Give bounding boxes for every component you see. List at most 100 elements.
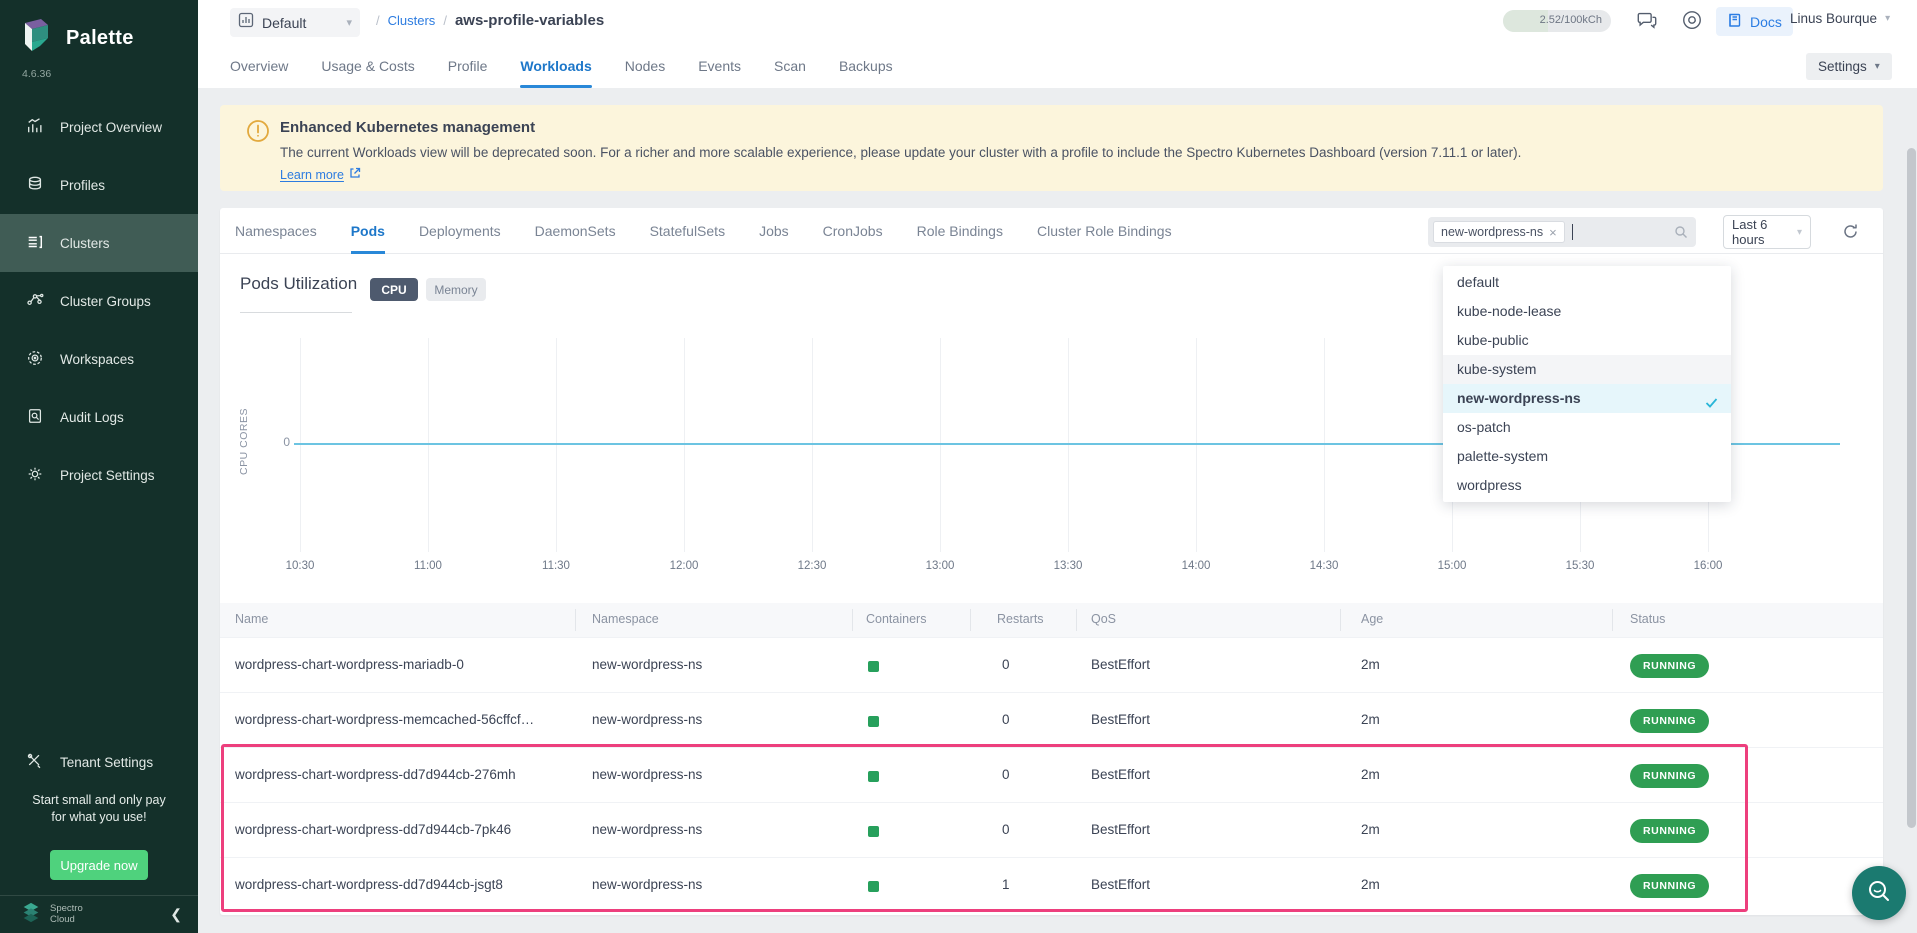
x-tick-label: 13:30	[1054, 560, 1083, 572]
sidebar-bottom-nav: Tenant Settings	[0, 733, 198, 791]
breadcrumb-link-clusters[interactable]: Clusters	[388, 13, 436, 28]
container-ok-icon	[868, 881, 879, 892]
tab-backups[interactable]: Backups	[839, 44, 893, 88]
namespace-option-kube-system[interactable]: kube-system	[1443, 355, 1731, 384]
user-name: Linus Bourque	[1790, 11, 1877, 26]
pod-name: wordpress-chart-wordpress-dd7d944cb-jsgt…	[235, 877, 503, 892]
table-row-pod-5[interactable]: wordpress-chart-wordpress-dd7d944cb-jsgt…	[220, 857, 1883, 912]
assistant-icon[interactable]	[1681, 9, 1705, 33]
column-separator	[970, 609, 971, 631]
namespace-option-default[interactable]: default	[1443, 268, 1731, 297]
learn-more-link[interactable]: Learn more	[280, 167, 361, 182]
status-badge: RUNNING	[1630, 819, 1709, 843]
pods-table-header: Name Namespace Containers Restarts QoS A…	[220, 603, 1883, 637]
tab-events[interactable]: Events	[698, 44, 741, 88]
cpu-toggle-button[interactable]: CPU	[370, 278, 418, 301]
gridline	[428, 338, 429, 552]
chart-y-tick-0: 0	[256, 435, 290, 449]
pod-age: 2m	[1361, 712, 1380, 727]
sidebar-item-project-overview[interactable]: Project Overview	[0, 98, 198, 156]
pod-restarts: 0	[1002, 767, 1010, 782]
subtab-role-bindings[interactable]: Role Bindings	[917, 208, 1003, 254]
sidebar-item-clusters[interactable]: Clusters	[0, 214, 198, 272]
breadcrumb: / Clusters / aws-profile-variables	[376, 12, 604, 29]
docs-button[interactable]: Docs	[1716, 7, 1793, 36]
chevron-down-icon: ▾	[1875, 61, 1880, 72]
namespace-option-os-patch[interactable]: os-patch	[1443, 413, 1731, 442]
container-ok-icon	[868, 771, 879, 782]
upgrade-now-button[interactable]: Upgrade now	[50, 850, 148, 880]
sidebar-item-profiles[interactable]: Profiles	[0, 156, 198, 214]
sidebar-item-cluster-groups[interactable]: Cluster Groups	[0, 272, 198, 330]
gridline	[684, 338, 685, 552]
subtab-statefulsets[interactable]: StatefulSets	[650, 208, 726, 254]
subtab-namespaces[interactable]: Namespaces	[235, 208, 317, 254]
user-menu[interactable]: Linus Bourque ▾	[1790, 11, 1890, 26]
pod-age: 2m	[1361, 767, 1380, 782]
tab-profile[interactable]: Profile	[448, 44, 488, 88]
sidebar-item-audit-logs[interactable]: Audit Logs	[0, 388, 198, 446]
target-icon	[26, 349, 44, 370]
project-selector[interactable]: Default ▾	[230, 8, 360, 37]
table-row-pod-3[interactable]: wordpress-chart-wordpress-dd7d944cb-276m…	[220, 747, 1883, 802]
palette-logo-icon	[20, 16, 56, 61]
tools-icon	[26, 752, 44, 773]
collapse-sidebar-icon[interactable]: ❮	[170, 906, 182, 923]
sidebar-item-project-settings[interactable]: Project Settings	[0, 446, 198, 504]
chevron-down-icon: ▾	[346, 16, 352, 29]
app-window: Palette 4.6.36 Project Overview Profiles…	[0, 0, 1917, 933]
pod-qos: BestEffort	[1091, 657, 1150, 672]
warning-icon	[246, 119, 270, 148]
chart-y-axis-label: CPU CORES	[238, 408, 254, 475]
subtab-pods[interactable]: Pods	[351, 208, 385, 254]
namespace-option-new-wordpress-ns[interactable]: new-wordpress-ns	[1443, 384, 1731, 413]
tab-workloads[interactable]: Workloads	[520, 44, 591, 88]
scrollbar-thumb[interactable]	[1907, 148, 1916, 828]
table-row-pod-4[interactable]: wordpress-chart-wordpress-dd7d944cb-7pk4…	[220, 802, 1883, 857]
gear-icon	[26, 465, 44, 486]
subtab-cronjobs[interactable]: CronJobs	[823, 208, 883, 254]
memory-toggle-button[interactable]: Memory	[426, 278, 486, 301]
tab-scan[interactable]: Scan	[774, 44, 806, 88]
learn-more-label: Learn more	[280, 168, 344, 182]
sidebar-item-workspaces[interactable]: Workspaces	[0, 330, 198, 388]
sidebar-item-label: Cluster Groups	[60, 294, 151, 309]
subtab-deployments[interactable]: Deployments	[419, 208, 501, 254]
cluster-settings-button[interactable]: Settings ▾	[1806, 53, 1892, 80]
sidebar-item-tenant-settings[interactable]: Tenant Settings	[0, 733, 198, 791]
table-row-pod-1[interactable]: wordpress-chart-wordpress-mariadb-0 new-…	[220, 637, 1883, 692]
subtab-jobs[interactable]: Jobs	[759, 208, 789, 254]
support-chat-button[interactable]	[1852, 866, 1906, 920]
close-icon[interactable]: ×	[1549, 225, 1557, 240]
scrollbar[interactable]	[1905, 88, 1917, 933]
x-tick-label: 11:30	[542, 560, 570, 572]
chart-title: Pods Utilization	[240, 274, 357, 294]
namespace-option-kube-node-lease[interactable]: kube-node-lease	[1443, 297, 1731, 326]
banner-body: The current Workloads view will be depre…	[280, 145, 1521, 160]
tab-usage-costs[interactable]: Usage & Costs	[321, 44, 414, 88]
column-header-age: Age	[1361, 612, 1383, 626]
brand-logo[interactable]: Palette	[20, 16, 134, 61]
tab-overview[interactable]: Overview	[230, 44, 288, 88]
pod-qos: BestEffort	[1091, 767, 1150, 782]
x-tick-label: 14:00	[1182, 560, 1211, 572]
chat-icon[interactable]	[1636, 9, 1660, 33]
namespace-option-wordpress[interactable]: wordpress	[1443, 471, 1731, 500]
pod-age: 2m	[1361, 657, 1380, 672]
table-row-pod-2[interactable]: wordpress-chart-wordpress-memcached-56cf…	[220, 692, 1883, 747]
sidebar-nav: Project Overview Profiles Clusters Clust…	[0, 98, 198, 504]
namespace-option-kube-public[interactable]: kube-public	[1443, 326, 1731, 355]
tab-nodes[interactable]: Nodes	[625, 44, 665, 88]
subtab-daemonsets[interactable]: DaemonSets	[535, 208, 616, 254]
subtab-cluster-role-bindings[interactable]: Cluster Role Bindings	[1037, 208, 1172, 254]
namespace-option-palette-system[interactable]: palette-system	[1443, 442, 1731, 471]
container-ok-icon	[868, 716, 879, 727]
namespace-filter-input[interactable]: new-wordpress-ns ×	[1428, 217, 1696, 247]
pod-namespace: new-wordpress-ns	[592, 712, 702, 727]
time-range-select[interactable]: Last 6 hours ▾	[1723, 215, 1811, 249]
column-separator	[1076, 609, 1077, 631]
refresh-icon[interactable]	[1842, 223, 1859, 245]
footer-brand-line2: Cloud	[50, 914, 75, 925]
breadcrumb-separator: /	[376, 13, 380, 28]
layers-icon	[26, 175, 44, 196]
